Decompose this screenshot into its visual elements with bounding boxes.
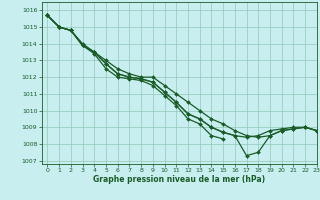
X-axis label: Graphe pression niveau de la mer (hPa): Graphe pression niveau de la mer (hPa) [93,175,265,184]
